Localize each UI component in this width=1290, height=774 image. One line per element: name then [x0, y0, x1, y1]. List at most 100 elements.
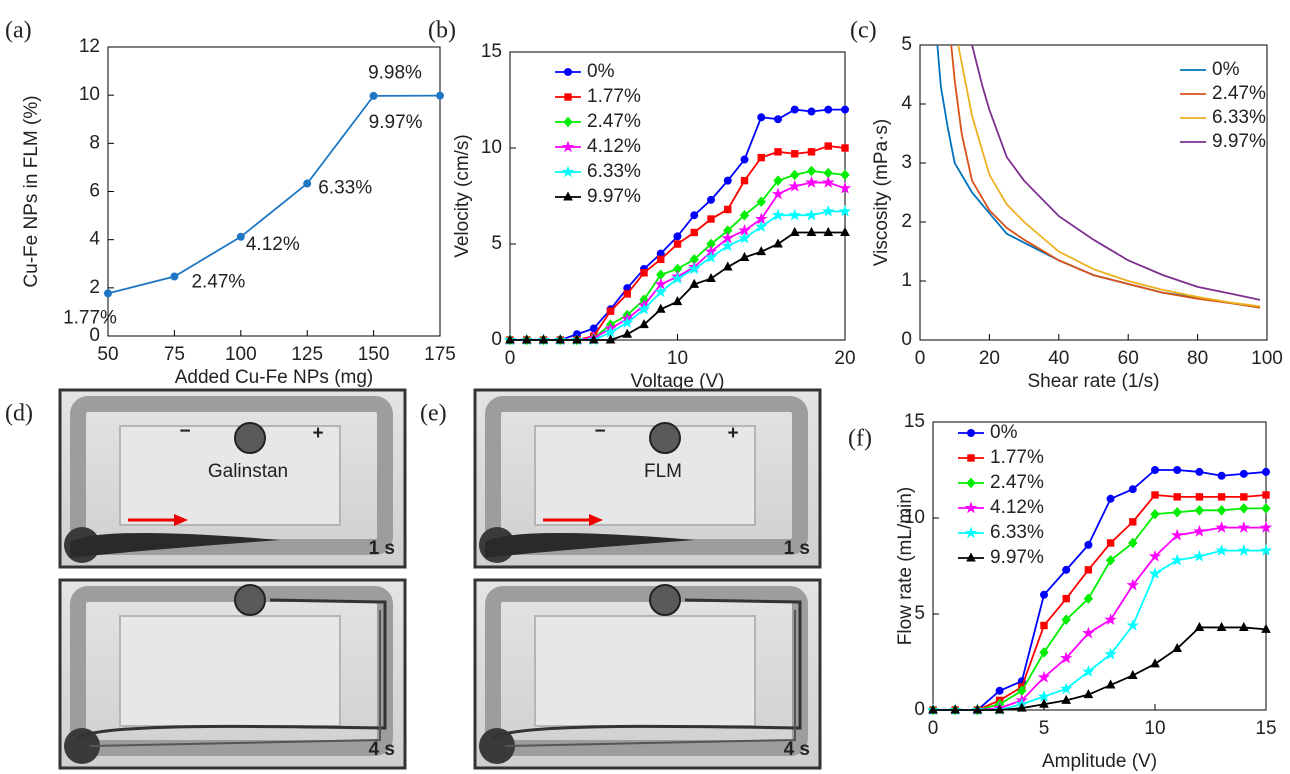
- y-tick-label: 5: [914, 603, 925, 624]
- marker: [1151, 491, 1159, 499]
- marker: [964, 526, 978, 539]
- metal-streak: [89, 610, 381, 747]
- marker: [672, 296, 683, 306]
- y-tick-label: 3: [901, 152, 912, 173]
- metal-streak: [504, 610, 796, 747]
- x-tick-label: 50: [97, 344, 118, 365]
- y-tick-label: 10: [481, 137, 502, 158]
- marker: [791, 150, 799, 158]
- marker: [1104, 647, 1117, 660]
- marker: [1172, 642, 1183, 653]
- minus-sign: −: [594, 421, 605, 442]
- marker: [688, 262, 701, 275]
- x-tick-label: 0: [928, 718, 939, 739]
- marker: [1061, 614, 1071, 626]
- y-tick-label: 2: [901, 211, 912, 232]
- x-tick-label: 125: [291, 344, 323, 365]
- time-label: 4 s: [369, 739, 395, 760]
- marker: [1129, 518, 1137, 526]
- y-tick-label: 2: [89, 277, 100, 298]
- y-tick-label: 5: [491, 233, 502, 254]
- legend-label: 6.33%: [587, 161, 641, 182]
- marker: [805, 176, 818, 188]
- marker: [1059, 682, 1073, 695]
- marker: [774, 115, 782, 124]
- series-line: [933, 526, 1266, 711]
- y-tick-label: 0: [89, 325, 100, 346]
- legend-label: 4.12%: [587, 136, 641, 157]
- marker: [1148, 567, 1162, 579]
- marker: [838, 204, 852, 217]
- y-tick-label: 5: [901, 34, 912, 55]
- x-axis-label: Shear rate (1/s): [1028, 371, 1160, 392]
- marker: [1150, 658, 1160, 668]
- series-line: [107, 94, 441, 295]
- marker: [1262, 467, 1270, 476]
- marker: [690, 211, 699, 220]
- marker: [1037, 690, 1051, 702]
- panel-label: (f): [848, 426, 872, 452]
- marker: [1215, 521, 1228, 533]
- marker: [1083, 689, 1094, 699]
- marker: [806, 165, 817, 177]
- marker: [1148, 549, 1162, 562]
- x-axis-label: Voltage (V): [631, 371, 725, 392]
- legend-label: 9.97%: [990, 547, 1044, 568]
- legend-label: 0%: [587, 61, 615, 82]
- marker: [588, 334, 599, 344]
- marker: [1217, 493, 1226, 501]
- y-tick-label: 0: [901, 329, 912, 350]
- channel-inner: [534, 425, 756, 526]
- y-tick-label: 15: [481, 41, 502, 62]
- x-axis-label: Added Cu-Fe NPs (mg): [175, 367, 374, 388]
- marker: [1215, 544, 1228, 556]
- marker: [303, 179, 312, 188]
- value-label: 9.97%: [369, 112, 423, 133]
- channel: [485, 396, 808, 555]
- marker: [740, 176, 749, 185]
- y-tick-label: 8: [89, 132, 100, 153]
- marker: [790, 105, 799, 114]
- fluid-label: FLM: [644, 461, 682, 482]
- y-axis-label: Cu-Fe NPs in FLM (%): [21, 95, 42, 287]
- marker: [564, 68, 572, 76]
- marker: [1105, 679, 1116, 689]
- panel-label: (d): [5, 401, 33, 427]
- marker: [1170, 553, 1184, 566]
- value-label: 6.33%: [318, 178, 372, 199]
- x-tick-label: 20: [979, 348, 1000, 369]
- marker: [757, 113, 766, 122]
- marker: [721, 239, 734, 252]
- marker: [1128, 485, 1137, 494]
- marker: [1195, 467, 1204, 476]
- marker: [707, 195, 715, 204]
- series-line: [950, 45, 1261, 309]
- marker: [995, 686, 1004, 695]
- x-tick-label: 20: [834, 348, 855, 369]
- channel-inner: [534, 615, 756, 727]
- marker: [739, 209, 750, 221]
- x-tick-label: 10: [1144, 718, 1165, 739]
- channel: [70, 396, 393, 555]
- value-label: 2.47%: [191, 272, 245, 293]
- x-tick-label: 10: [667, 348, 688, 369]
- x-tick-label: 5: [1039, 718, 1050, 739]
- marker: [640, 269, 648, 277]
- marker: [738, 231, 751, 244]
- metal-streak: [70, 532, 280, 558]
- value-label: 9.98%: [368, 63, 422, 84]
- marker: [1173, 466, 1182, 474]
- marker: [637, 302, 651, 315]
- time-label: 1 s: [369, 538, 395, 559]
- marker: [689, 278, 700, 288]
- x-tick-label: 40: [1048, 348, 1069, 369]
- marker: [505, 334, 515, 344]
- marker: [104, 289, 112, 298]
- marker: [563, 116, 573, 128]
- marker: [1150, 508, 1160, 520]
- marker: [655, 303, 666, 313]
- marker: [1261, 503, 1271, 514]
- x-tick-label: 0: [505, 348, 516, 369]
- marker: [1040, 590, 1048, 599]
